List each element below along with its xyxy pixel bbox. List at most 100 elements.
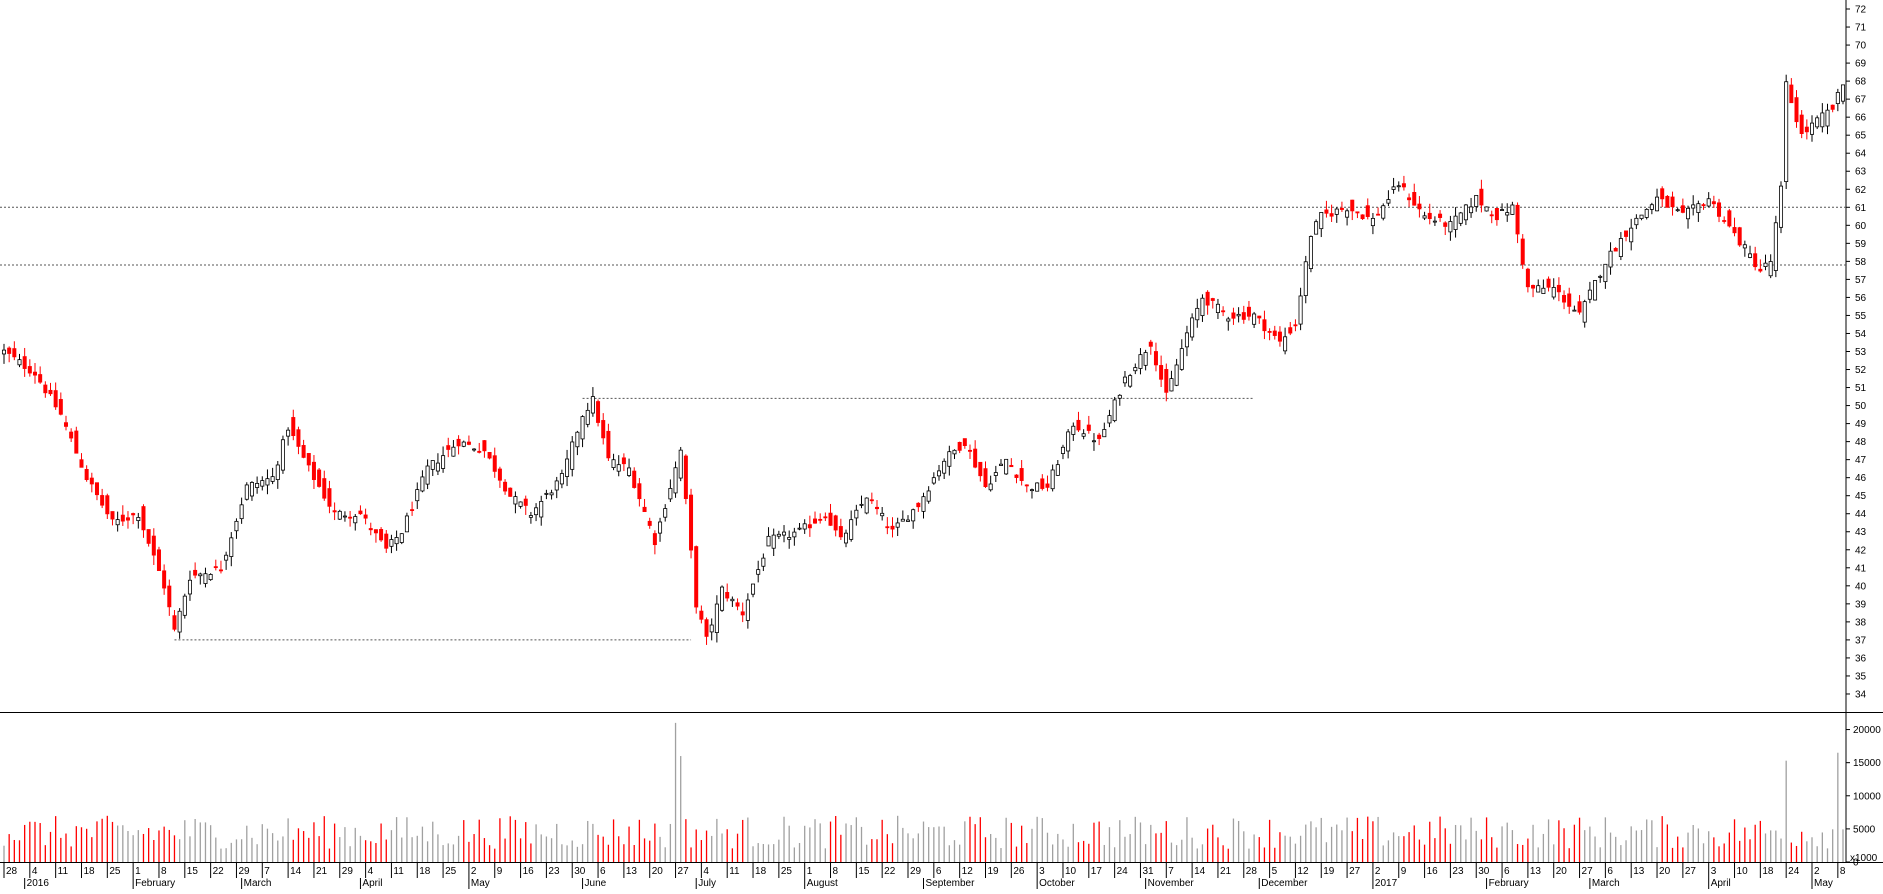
candle-body xyxy=(869,499,874,502)
price-tick-label: 53 xyxy=(1855,347,1867,358)
candle-body xyxy=(1748,253,1753,258)
candle-body xyxy=(534,507,539,516)
candle-body xyxy=(1308,236,1313,269)
candle-body xyxy=(1262,319,1267,332)
candle-body xyxy=(1365,205,1370,217)
price-tick-label: 55 xyxy=(1855,311,1867,322)
candle-body xyxy=(203,573,208,584)
candle-body xyxy=(1339,207,1344,210)
candle-body xyxy=(1277,331,1282,342)
candle-body xyxy=(885,526,890,529)
candle-body xyxy=(404,515,409,533)
candle-body xyxy=(1505,212,1510,216)
candle-body xyxy=(368,528,373,531)
candle-body xyxy=(735,602,740,607)
candle-body xyxy=(146,529,151,544)
candle-body xyxy=(48,389,53,395)
price-tick-label: 46 xyxy=(1855,473,1867,484)
candle-body xyxy=(291,417,296,437)
x-day-label: 13 xyxy=(1633,866,1645,877)
candle-body xyxy=(1753,253,1758,268)
candle-body xyxy=(187,579,192,595)
candle-body xyxy=(1174,364,1179,386)
candle-body xyxy=(1665,195,1670,208)
candle-body xyxy=(399,533,404,543)
x-day-label: 10 xyxy=(1065,866,1077,877)
candle-body xyxy=(234,520,239,532)
candle-body xyxy=(1763,262,1768,268)
candle-body xyxy=(1190,317,1195,338)
candle-body xyxy=(714,603,719,633)
x-day-label: 7 xyxy=(264,866,270,877)
x-day-label: 28 xyxy=(6,866,18,877)
x-day-label: 21 xyxy=(1220,866,1232,877)
candle-body xyxy=(1107,415,1112,424)
candle-body xyxy=(1252,313,1257,325)
x-day-label: 3 xyxy=(1711,866,1717,877)
x-day-label: 1 xyxy=(135,866,141,877)
candle-body xyxy=(890,525,895,530)
candle-body xyxy=(1458,212,1463,224)
candle-body xyxy=(239,504,244,520)
price-tick-label: 70 xyxy=(1855,41,1867,52)
candle-body xyxy=(89,477,94,485)
candle-body xyxy=(1706,198,1711,207)
candle-body xyxy=(1541,287,1546,294)
candle-body xyxy=(580,416,585,440)
candle-body xyxy=(348,516,353,519)
candle-body xyxy=(1556,284,1561,293)
x-day-label: 22 xyxy=(213,866,225,877)
x-day-label: 5 xyxy=(1272,866,1278,877)
candle-body xyxy=(962,438,967,446)
x-day-label: 25 xyxy=(781,866,793,877)
candle-body xyxy=(1236,313,1241,317)
volume-tick-label: 5000 xyxy=(1853,824,1876,835)
candle-body xyxy=(528,515,533,518)
price-tick-label: 35 xyxy=(1855,671,1867,682)
candle-body xyxy=(818,518,823,521)
candle-body xyxy=(296,429,301,447)
x-month-label: March xyxy=(244,878,272,889)
x-day-label: 22 xyxy=(884,866,896,877)
candle-body xyxy=(596,401,601,423)
candle-body xyxy=(342,515,347,518)
candle-body xyxy=(998,463,1003,466)
x-day-label: 30 xyxy=(1478,866,1490,877)
candle-body xyxy=(1024,484,1029,487)
candle-body xyxy=(1562,295,1567,303)
candle-body xyxy=(198,573,203,577)
candle-body xyxy=(854,509,859,519)
x-day-label: 14 xyxy=(1194,866,1206,877)
candle-body xyxy=(1076,419,1081,431)
x-day-label: 14 xyxy=(290,866,302,877)
candle-body xyxy=(683,455,688,499)
price-tick-label: 72 xyxy=(1855,5,1867,16)
candle-body xyxy=(1350,199,1355,212)
candle-body xyxy=(1799,114,1804,134)
price-tick-label: 68 xyxy=(1855,77,1867,88)
candle-body xyxy=(244,484,249,500)
candle-body xyxy=(1567,293,1572,307)
candle-body xyxy=(193,569,198,576)
candle-body xyxy=(1153,351,1158,366)
candle-body xyxy=(167,585,172,608)
x-month-label: 2016 xyxy=(27,878,50,889)
candle-body xyxy=(978,461,983,477)
x-day-label: 16 xyxy=(523,866,535,877)
candle-body xyxy=(1004,458,1009,475)
x-month-label: February xyxy=(1489,878,1529,889)
candle-body xyxy=(32,371,37,376)
price-tick-label: 60 xyxy=(1855,221,1867,232)
candle-body xyxy=(1448,221,1453,233)
candle-body xyxy=(1711,201,1716,205)
candle-body xyxy=(1117,394,1122,399)
candle-body xyxy=(1531,284,1536,289)
candle-body xyxy=(699,610,704,620)
candle-body xyxy=(1179,348,1184,370)
candle-body xyxy=(1737,227,1742,246)
candle-body xyxy=(771,534,776,549)
candle-body xyxy=(172,615,177,630)
candle-body xyxy=(1370,217,1375,227)
candle-body xyxy=(487,451,492,459)
